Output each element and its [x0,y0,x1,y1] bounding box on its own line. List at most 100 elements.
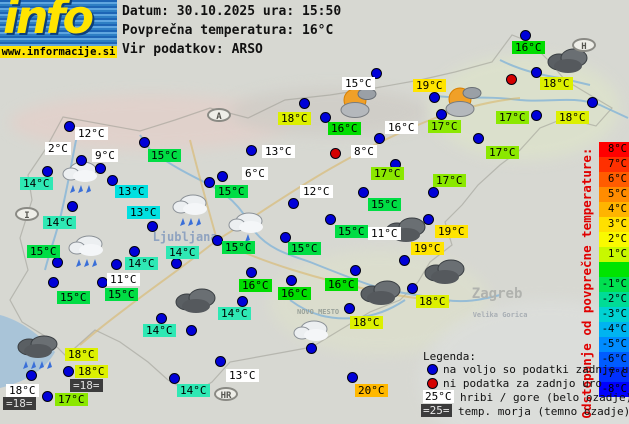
cloud-rain1-icon [227,211,267,247]
road-sign-hr: HR [214,387,238,401]
city-name: Ljubljana [152,230,218,244]
legend-blue-dot-icon [427,364,438,375]
blue-station-dot [48,277,59,288]
blue-station-dot [473,133,484,144]
legend-missing-text: ni podatka za zadnjo uro [443,377,602,390]
blue-station-dot [280,232,291,243]
blue-station-dot [531,67,542,78]
blue-station-dot [428,187,439,198]
station-temp-label: 11°C [368,227,401,240]
blue-station-dot [246,145,257,156]
cloud-dark-icon [359,278,403,310]
logo-stripes: info [0,0,117,46]
blue-station-dot [147,221,158,232]
legend-mountain-text: hribi / gore (belo ozadje) [460,391,629,404]
header-avg-temp: Povprečna temperatura: 16°C [122,23,334,38]
station-temp-label: 17°C [428,120,461,133]
station-temp-label: 17°C [486,146,519,159]
blue-station-dot [407,283,418,294]
blue-station-dot [186,325,197,336]
station-temp-label: 18°C [350,316,383,329]
blue-station-dot [299,98,310,109]
station-temp-label: 18°C [6,384,39,397]
legend-sea-text: temp. morja (temno ozadje) [458,405,629,418]
blue-station-dot [204,177,215,188]
sun-cloud-icon [439,84,485,122]
colorbar-cell: 5°C [599,187,629,202]
blue-station-dot [156,313,167,324]
blue-station-dot [531,110,542,121]
blue-station-dot [374,133,385,144]
blue-station-dot [26,370,37,381]
logo[interactable]: info www.informacije.si [0,0,117,58]
blue-station-dot [320,112,331,123]
road-sign-i: I [15,207,39,221]
blue-station-dot [169,373,180,384]
station-temp-label: 16°C [239,279,272,292]
legend-mountain-chip: 25°C [423,390,454,403]
blue-station-dot [76,155,87,166]
station-temp-label: 16°C [328,122,361,135]
colorbar-cell: -3°C [599,307,629,322]
station-temp-label: 16°C [385,121,418,134]
blue-station-dot [52,257,63,268]
city-name: Velika Gorica [472,310,528,319]
blue-station-dot [42,166,53,177]
station-temp-label: 14°C [125,257,158,270]
station-temp-label: 20°C [355,384,388,397]
city-name: NOVO MESTO [297,307,340,316]
cloud-dark-icon [546,46,590,78]
colorbar-cell: -4°C [599,322,629,337]
blue-station-dot [587,97,598,108]
station-temp-label: =18= [3,397,36,410]
station-temp-label: 18°C [540,77,573,90]
blue-station-dot [63,366,74,377]
station-temp-label: 19°C [435,225,468,238]
station-temp-label: 15°C [215,185,248,198]
colorbar-cell: 4°C [599,202,629,217]
station-temp-label: 8°C [351,145,377,158]
colorbar-cell: 6°C [599,172,629,187]
logo-url-link[interactable]: www.informacije.si [0,46,117,58]
blue-station-dot [217,171,228,182]
station-temp-label: 16°C [278,287,311,300]
legend-sea-chip: =25= [421,404,452,417]
legend-red-dot-icon [427,378,438,389]
colorbar-cell: 8°C [599,142,629,157]
station-temp-label: 14°C [143,324,176,337]
blue-station-dot [423,214,434,225]
colorbar-cell: -1°C [599,277,629,292]
station-temp-label: 15°C [342,77,375,90]
blue-station-dot [520,30,531,41]
colorbar-cell: -8°C [599,382,629,397]
blue-station-dot [371,68,382,79]
blue-station-dot [67,201,78,212]
colorbar-cell: 3°C [599,217,629,232]
station-temp-label: 14°C [218,307,251,320]
station-temp-label: 18°C [416,295,449,308]
blue-station-dot [436,109,447,120]
blue-station-dot [212,235,223,246]
station-temp-label: 16°C [512,41,545,54]
logo-text: info [3,0,94,44]
station-temp-label: 18°C [556,111,589,124]
blue-station-dot [429,92,440,103]
cloud-rain1-icon [292,319,332,355]
station-temp-label: 15°C [335,225,368,238]
station-temp-label: 18°C [75,365,108,378]
header-date: Datum: 30.10.2025 ura: 15:50 [122,4,342,19]
station-temp-label: 19°C [413,79,446,92]
blue-station-dot [358,187,369,198]
cloud-dark-rain-icon [16,335,60,377]
blue-station-dot [306,343,317,354]
station-temp-label: 15°C [105,288,138,301]
station-temp-label: 19°C [411,242,444,255]
cloud-rain-icon [61,159,101,199]
station-temp-label: 14°C [166,246,199,259]
blue-station-dot [107,175,118,186]
blue-station-dot [42,391,53,402]
station-temp-label: 14°C [177,384,210,397]
station-temp-label: 13°C [226,369,259,382]
station-temp-label: 17°C [55,393,88,406]
